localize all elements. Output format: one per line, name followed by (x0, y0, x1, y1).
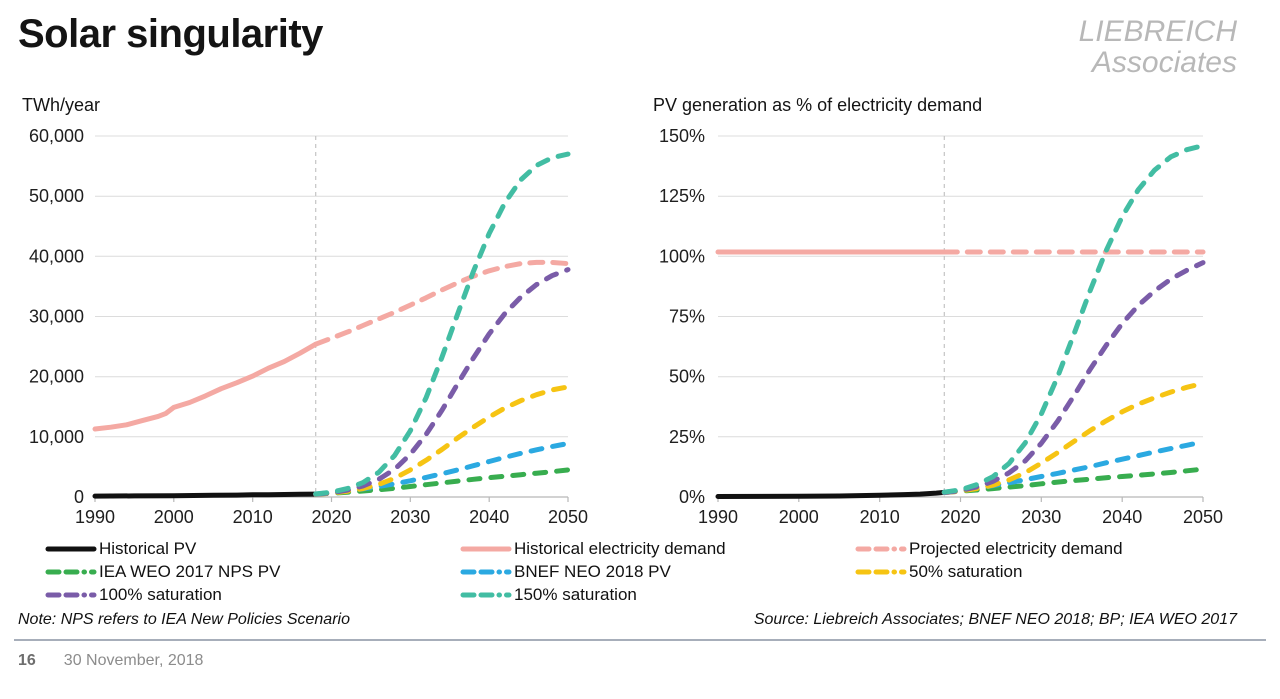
historical_electricity_demand-line (92, 341, 319, 432)
x-tick-label: 2010 (860, 507, 900, 527)
x-tick-label: 2050 (1183, 507, 1223, 527)
y-tick-label: 125% (659, 186, 705, 206)
y-tick-label: 40,000 (29, 246, 84, 266)
y-tick-label: 75% (669, 307, 705, 327)
y-tick-label: 60,000 (29, 126, 84, 146)
footer-divider (14, 639, 1266, 641)
footer-date: 30 November, 2018 (63, 652, 204, 669)
page-title: Solar singularity (18, 12, 323, 56)
y-tick-label: 25% (669, 427, 705, 447)
x-tick-label: 1990 (698, 507, 738, 527)
page-number: 16 (18, 652, 36, 669)
legend: Historical PV IEA WEO 2017 NPS PV 100% sat… (0, 537, 1280, 609)
bnef_neo_2018_pv-swatch-icon (460, 569, 512, 574)
saturation_150-line (313, 151, 571, 497)
y-tick-label: 150% (659, 126, 705, 146)
historical_pv-line (92, 491, 319, 499)
projected_electricity_demand-line (313, 259, 571, 347)
legend-item-historical_electricity_demand: Historical electricity demand (460, 537, 726, 560)
footer: 16 30 November, 2018 (18, 652, 203, 670)
note-text: Note: NPS refers to IEA New Policies Sce… (18, 611, 350, 628)
saturation_100-swatch-icon (45, 592, 97, 597)
legend-item-historical_pv: Historical PV (45, 537, 280, 560)
legend-item-saturation_50: 50% saturation (855, 560, 1123, 583)
x-tick-label: 2040 (1102, 507, 1142, 527)
saturation_150-line (941, 143, 1206, 495)
iea_weo_2017_nps_pv-swatch-icon (45, 569, 97, 574)
legend-item-iea_weo_2017_nps_pv: IEA WEO 2017 NPS PV (45, 560, 280, 583)
liebreich-associates-logo: LIEBREICH Associates (1079, 16, 1237, 78)
legend-label: 150% saturation (514, 584, 637, 604)
legend-item-projected_electricity_demand: Projected electricity demand (855, 537, 1123, 560)
legend-item-saturation_150: 150% saturation (460, 583, 726, 606)
historical_pv-line (715, 489, 947, 499)
source-text: Source: Liebreich Associates; BNEF NEO 2… (753, 611, 1237, 628)
right-chart-title: PV generation as % of electricity demand (653, 95, 983, 115)
bnef_neo_2018_pv-line (941, 439, 1206, 495)
saturation_100-line (313, 267, 571, 497)
logo-line-2: Associates (1091, 46, 1237, 79)
legend-column: Historical electricity demand BNEF NEO 20… (460, 537, 726, 606)
legend-column: Projected electricity demand 50% saturati… (855, 537, 1123, 583)
y-tick-label: 50% (669, 367, 705, 387)
x-tick-label: 2010 (233, 507, 273, 527)
legend-label: BNEF NEO 2018 PV (514, 561, 671, 581)
saturation_50-line (941, 380, 1206, 496)
legend-label: Projected electricity demand (909, 538, 1123, 558)
legend-label: IEA WEO 2017 NPS PV (99, 561, 281, 581)
historical_pv-swatch-icon (45, 546, 97, 551)
saturation_50-line (313, 384, 571, 497)
x-tick-label: 1990 (75, 507, 115, 527)
y-tick-label: 100% (659, 246, 705, 266)
y-tick-label: 0 (74, 487, 84, 507)
historical_electricity_demand-swatch-icon (460, 546, 512, 551)
x-tick-label: 2040 (469, 507, 509, 527)
left-chart-axis-title: TWh/year (22, 95, 101, 115)
legend-item-saturation_100: 100% saturation (45, 583, 280, 606)
x-tick-label: 2050 (548, 507, 588, 527)
x-tick-label: 2000 (154, 507, 194, 527)
logo-line-1: LIEBREICH (1078, 15, 1237, 48)
y-tick-label: 10,000 (29, 427, 84, 447)
saturation_100-line (941, 260, 1206, 496)
legend-label: 100% saturation (99, 584, 222, 604)
y-tick-label: 20,000 (29, 367, 84, 387)
iea_weo_2017_nps_pv-line (313, 467, 571, 497)
iea_weo_2017_nps_pv-line (941, 466, 1206, 495)
x-tick-label: 2030 (1021, 507, 1061, 527)
saturation_150-swatch-icon (460, 592, 512, 597)
y-tick-label: 30,000 (29, 307, 84, 327)
x-tick-label: 2020 (940, 507, 980, 527)
legend-label: Historical PV (99, 538, 197, 558)
y-tick-label: 50,000 (29, 186, 84, 206)
x-tick-label: 2030 (390, 507, 430, 527)
x-tick-label: 2000 (779, 507, 819, 527)
legend-label: 50% saturation (909, 561, 1023, 581)
legend-column: Historical PV IEA WEO 2017 NPS PV 100% sat… (45, 537, 280, 606)
legend-item-bnef_neo_2018_pv: BNEF NEO 2018 PV (460, 560, 726, 583)
projected_electricity_demand-swatch-icon (855, 546, 907, 551)
x-tick-label: 2020 (311, 507, 351, 527)
legend-label: Historical electricity demand (514, 538, 726, 558)
y-tick-label: 0% (679, 487, 705, 507)
saturation_50-swatch-icon (855, 569, 907, 574)
